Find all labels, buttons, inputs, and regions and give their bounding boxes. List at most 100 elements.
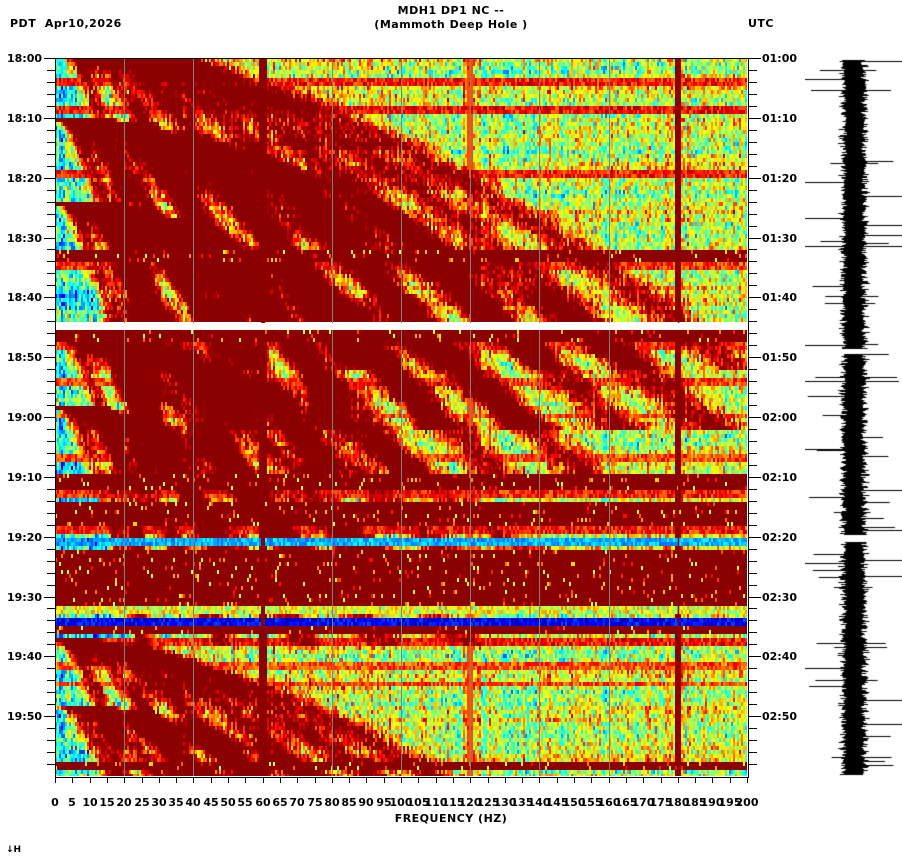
y-axis-left-major-tick bbox=[44, 178, 55, 179]
x-axis-tick bbox=[436, 777, 437, 783]
y-axis-right-label: 02:00 bbox=[762, 411, 798, 424]
x-axis-label: 10 bbox=[82, 796, 98, 809]
x-axis-label: 155 bbox=[579, 796, 603, 809]
y-axis-left-major-tick bbox=[44, 477, 55, 478]
y-axis-left-minor-tick bbox=[47, 620, 55, 621]
x-axis-tick bbox=[245, 777, 246, 783]
y-axis-left-minor-tick bbox=[47, 94, 55, 95]
timezone-right-label: UTC bbox=[748, 17, 775, 30]
y-axis-left-label: 18:10 bbox=[6, 112, 42, 125]
spectrogram-plot[interactable] bbox=[55, 58, 747, 776]
seismogram-trace-panel[interactable] bbox=[805, 58, 902, 776]
y-axis-left-minor-tick bbox=[47, 668, 55, 669]
y-axis-left-label: 19:50 bbox=[6, 710, 42, 723]
y-axis-right-minor-tick bbox=[748, 154, 757, 155]
y-axis-left-major-tick bbox=[44, 357, 55, 358]
y-axis-left-major-tick bbox=[44, 656, 55, 657]
y-axis-right-minor-tick bbox=[748, 345, 757, 346]
y-axis-left-minor-tick bbox=[47, 369, 55, 370]
x-axis-label: 135 bbox=[510, 796, 534, 809]
x-axis-tick bbox=[280, 777, 281, 783]
x-axis-label: 35 bbox=[168, 796, 184, 809]
seismogram-trace-canvas bbox=[805, 58, 902, 776]
x-axis-tick bbox=[539, 777, 540, 783]
x-axis-tick bbox=[228, 777, 229, 783]
y-axis-left-major-tick bbox=[44, 537, 55, 538]
y-axis-right-minor-tick bbox=[748, 728, 757, 729]
x-axis-tick bbox=[609, 777, 610, 783]
y-axis-right-label: 01:50 bbox=[762, 351, 798, 364]
x-axis-tick bbox=[193, 777, 194, 783]
y-axis-left-minor-tick bbox=[47, 632, 55, 633]
y-axis-left-label: 19:20 bbox=[6, 531, 42, 544]
x-axis-tick bbox=[522, 777, 523, 783]
x-axis-tick bbox=[712, 777, 713, 783]
y-axis-right-major-tick bbox=[748, 417, 761, 418]
x-axis-label: 150 bbox=[562, 796, 586, 809]
y-axis-right-label: 01:30 bbox=[762, 232, 798, 245]
y-axis-right-minor-tick bbox=[748, 261, 757, 262]
x-axis-tick bbox=[401, 777, 402, 783]
y-axis-left-label: 19:00 bbox=[6, 411, 42, 424]
y-axis-left-label: 19:30 bbox=[6, 591, 42, 604]
y-axis-left-minor-tick bbox=[47, 249, 55, 250]
y-axis-left-minor-tick bbox=[47, 561, 55, 562]
y-axis-right-minor-tick bbox=[748, 309, 757, 310]
x-axis-label: 105 bbox=[406, 796, 430, 809]
x-axis-label: 90 bbox=[358, 796, 374, 809]
y-axis-right-minor-tick bbox=[748, 489, 757, 490]
y-axis-right-major-tick bbox=[748, 477, 761, 478]
y-axis-left-minor-tick bbox=[47, 608, 55, 609]
x-axis-label: 75 bbox=[307, 796, 323, 809]
y-axis-right-minor-tick bbox=[748, 453, 757, 454]
x-axis-tick bbox=[297, 777, 298, 783]
x-axis-label: 145 bbox=[545, 796, 569, 809]
x-axis-tick bbox=[488, 777, 489, 783]
y-axis-left-minor-tick bbox=[47, 273, 55, 274]
y-axis-right-minor-tick bbox=[748, 585, 757, 586]
y-axis-left-major-tick bbox=[44, 58, 55, 59]
y-axis-right-major-tick bbox=[748, 656, 761, 657]
y-axis-right-minor-tick bbox=[748, 142, 757, 143]
y-axis-left-minor-tick bbox=[47, 393, 55, 394]
y-axis-left-minor-tick bbox=[47, 321, 55, 322]
y-axis-right-label: 02:50 bbox=[762, 710, 798, 723]
x-axis-label: 190 bbox=[700, 796, 724, 809]
y-axis-left-minor-tick bbox=[47, 585, 55, 586]
x-axis-tick bbox=[747, 777, 748, 783]
y-axis-right-label: 01:00 bbox=[762, 52, 798, 65]
y-axis-left-minor-tick bbox=[47, 453, 55, 454]
y-axis-right-minor-tick bbox=[748, 285, 757, 286]
y-axis-right-major-tick bbox=[748, 238, 761, 239]
y-axis-right-minor-tick bbox=[748, 202, 757, 203]
x-axis-label: 25 bbox=[134, 796, 150, 809]
y-axis-left-major-tick bbox=[44, 118, 55, 119]
x-axis-label: 40 bbox=[185, 796, 201, 809]
x-axis-label: 30 bbox=[151, 796, 167, 809]
timezone-left-label: PDT bbox=[10, 17, 37, 30]
x-axis-tick bbox=[315, 777, 316, 783]
x-axis-label: 140 bbox=[527, 796, 551, 809]
x-axis-label: 15 bbox=[99, 796, 115, 809]
y-axis-left-minor-tick bbox=[47, 441, 55, 442]
y-axis-right-minor-tick bbox=[748, 333, 757, 334]
x-axis-tick bbox=[678, 777, 679, 783]
x-axis-label: 70 bbox=[289, 796, 305, 809]
x-axis-label: 125 bbox=[476, 796, 500, 809]
x-axis-label: 200 bbox=[735, 796, 759, 809]
x-axis-tick bbox=[730, 777, 731, 783]
y-axis-left-minor-tick bbox=[47, 549, 55, 550]
y-axis-left-minor-tick bbox=[47, 154, 55, 155]
x-axis-label: 55 bbox=[237, 796, 253, 809]
x-axis-label: 65 bbox=[272, 796, 288, 809]
y-axis-right-minor-tick bbox=[748, 549, 757, 550]
y-axis-right-minor-tick bbox=[748, 573, 757, 574]
y-axis-left-label: 18:20 bbox=[6, 172, 42, 185]
x-axis-tick bbox=[142, 777, 143, 783]
y-axis-right-label: 02:40 bbox=[762, 650, 798, 663]
x-axis-label: 80 bbox=[324, 796, 340, 809]
y-axis-right-minor-tick bbox=[748, 321, 757, 322]
y-axis-left-minor-tick bbox=[47, 764, 55, 765]
y-axis-right-minor-tick bbox=[748, 441, 757, 442]
y-axis-left-minor-tick bbox=[47, 740, 55, 741]
